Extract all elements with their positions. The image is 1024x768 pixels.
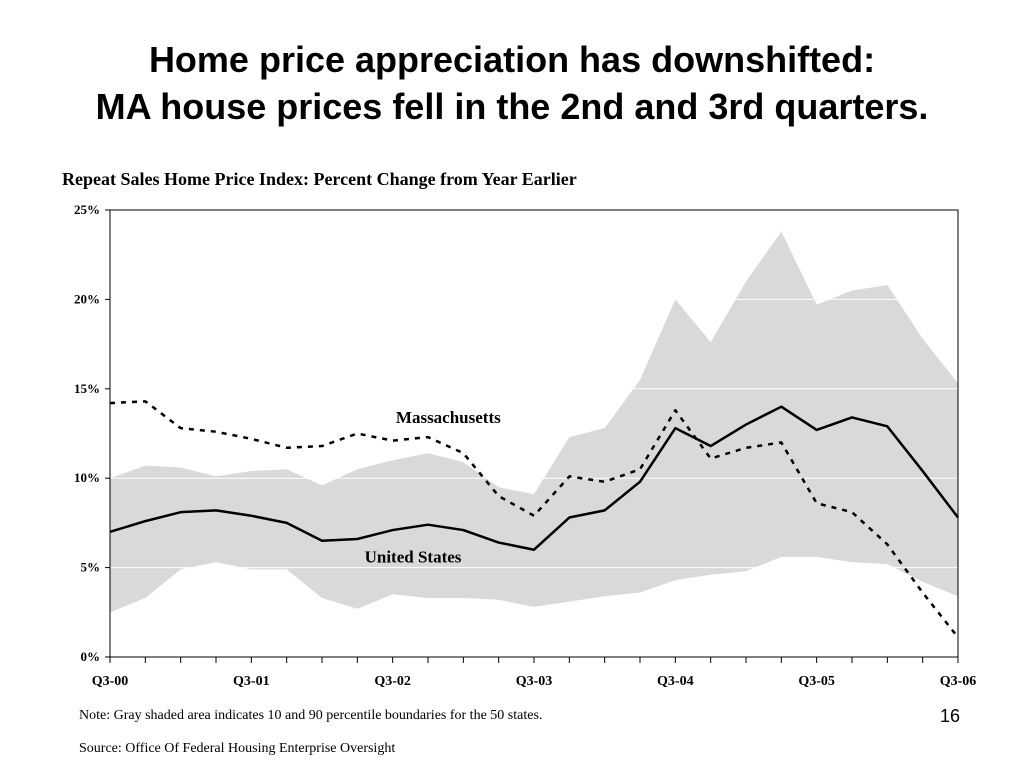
y-tick-label: 15% (74, 381, 100, 396)
x-tick-label: Q3-03 (516, 674, 553, 689)
percentile-band (110, 231, 958, 613)
y-tick-label: 5% (81, 560, 101, 575)
x-tick-label: Q3-06 (940, 674, 977, 689)
y-tick-label: 0% (81, 649, 101, 664)
x-tick-label: Q3-01 (233, 674, 270, 689)
y-tick-label: 20% (74, 291, 100, 306)
series-layer (109, 400, 959, 639)
page-number: 16 (940, 706, 961, 726)
series-line-united-states (109, 405, 959, 551)
slide-title-line-1: Home price appreciation has downshifted: (148, 39, 876, 80)
label-layer: 0% 5% 10% 15% 20% 25% Q3-00 Q3-01 Q3-02 Q3-03 Q3-0… (74, 202, 976, 689)
chart-source: Source: Office Of Federal Housing Enterp… (79, 741, 396, 756)
percentile-band-layer (110, 231, 958, 613)
axis-layer (105, 209, 959, 663)
y-tick-label: 10% (74, 470, 100, 485)
x-tick-label: Q3-04 (657, 674, 694, 689)
x-tick-label: Q3-00 (92, 674, 129, 689)
chart-title: Repeat Sales Home Price Index: Percent C… (62, 169, 577, 189)
y-tick-label: 25% (74, 202, 100, 217)
x-tick-label: Q3-05 (798, 674, 835, 689)
gridline-layer (110, 298, 958, 569)
series-label: Massachusetts (396, 408, 501, 427)
series-label: United States (365, 548, 462, 567)
chart-note: Note: Gray shaded area indicates 10 and … (79, 708, 543, 723)
x-tick-label: Q3-02 (374, 674, 411, 689)
slide-title-line-2: MA house prices fell in the 2nd and 3rd … (95, 86, 929, 127)
